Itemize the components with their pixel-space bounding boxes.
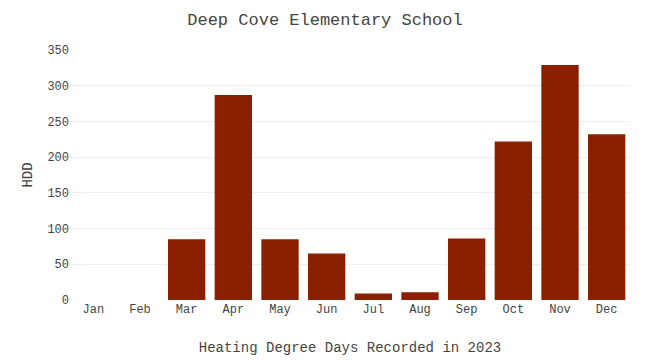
svg-text:300: 300 (47, 80, 69, 94)
svg-text:Apr: Apr (223, 303, 245, 317)
svg-text:Feb: Feb (129, 303, 151, 317)
svg-text:0: 0 (62, 294, 69, 308)
svg-text:Mar: Mar (176, 303, 198, 317)
svg-text:Oct: Oct (503, 303, 525, 317)
svg-text:Jun: Jun (316, 303, 338, 317)
svg-text:May: May (269, 303, 291, 317)
svg-text:Dec: Dec (596, 303, 618, 317)
svg-text:250: 250 (47, 116, 69, 130)
svg-text:Nov: Nov (549, 303, 571, 317)
svg-text:HDD: HDD (20, 162, 36, 187)
svg-text:350: 350 (47, 44, 69, 58)
svg-text:150: 150 (47, 187, 69, 201)
svg-text:Jan: Jan (83, 303, 105, 317)
svg-text:Heating Degree Days Recorded i: Heating Degree Days Recorded in 2023 (199, 340, 501, 356)
svg-text:100: 100 (47, 223, 69, 237)
svg-text:50: 50 (55, 258, 69, 272)
svg-text:Deep Cove Elementary School: Deep Cove Elementary School (187, 11, 462, 30)
svg-text:Jul: Jul (363, 303, 385, 317)
svg-text:200: 200 (47, 151, 69, 165)
svg-text:Sep: Sep (456, 303, 478, 317)
svg-text:Aug: Aug (409, 303, 431, 317)
